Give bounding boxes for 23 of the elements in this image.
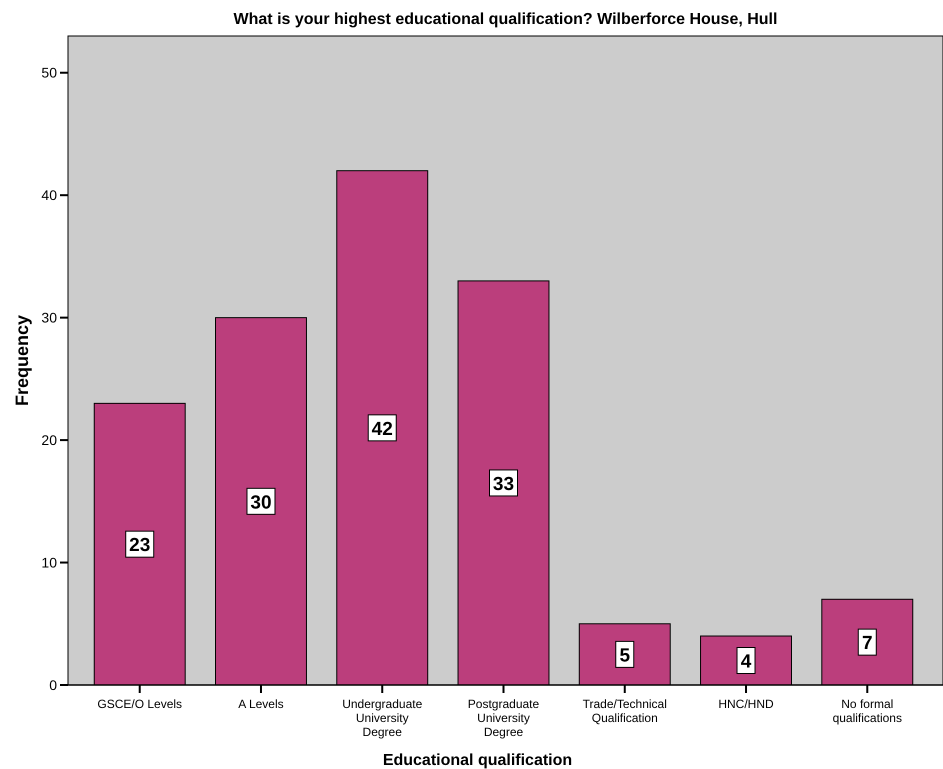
data-label: 4 (740, 652, 752, 673)
x-tick-label: Postgraduate University Degree (468, 697, 540, 739)
chart-title: What is your highest educational qualification? Wilberforce House, Hull (234, 11, 778, 28)
y-axis-title: Frequency (12, 314, 32, 406)
x-tick-label: A Levels (238, 697, 284, 711)
data-label: 33 (492, 474, 514, 495)
data-label: 5 (619, 645, 630, 666)
data-label: 30 (250, 492, 272, 514)
x-tick-label: No formal qualifications (832, 697, 902, 725)
x-axis-title: Educational qualification (382, 752, 572, 769)
y-tick-label: 20 (41, 432, 58, 448)
x-tick-label: Trade/Technical Qualification (582, 697, 667, 725)
x-tick-label: HNC/HND (718, 697, 774, 711)
data-label: 7 (862, 633, 873, 654)
data-label: 42 (372, 418, 393, 440)
data-label: 23 (129, 535, 150, 556)
y-tick-label: 50 (41, 64, 58, 81)
y-tick-label: 30 (41, 310, 58, 326)
x-tick-label: GSCE/O Levels (97, 697, 182, 711)
x-tick-label: Undergraduate University Degree (342, 697, 423, 739)
y-tick-label: 10 (41, 554, 58, 571)
y-tick-label: 40 (41, 187, 58, 204)
y-tick-label: 0 (49, 677, 58, 693)
